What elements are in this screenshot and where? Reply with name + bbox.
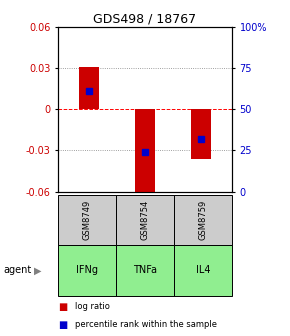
Bar (135, 109, 155, 198)
Text: IL4: IL4 (196, 265, 210, 276)
Title: GDS498 / 18767: GDS498 / 18767 (93, 13, 197, 26)
Text: log ratio: log ratio (75, 302, 110, 311)
Text: ■: ■ (58, 302, 67, 312)
Text: IFNg: IFNg (76, 265, 98, 276)
Text: GSM8759: GSM8759 (198, 200, 208, 240)
Text: percentile rank within the sample: percentile rank within the sample (75, 320, 218, 329)
Text: GSM8754: GSM8754 (140, 200, 150, 240)
Text: agent: agent (3, 265, 31, 276)
Bar (191, 109, 211, 159)
Text: GSM8749: GSM8749 (82, 200, 92, 240)
Text: ▶: ▶ (34, 265, 41, 276)
Text: ■: ■ (58, 320, 67, 330)
Bar (79, 67, 99, 109)
Text: TNFa: TNFa (133, 265, 157, 276)
